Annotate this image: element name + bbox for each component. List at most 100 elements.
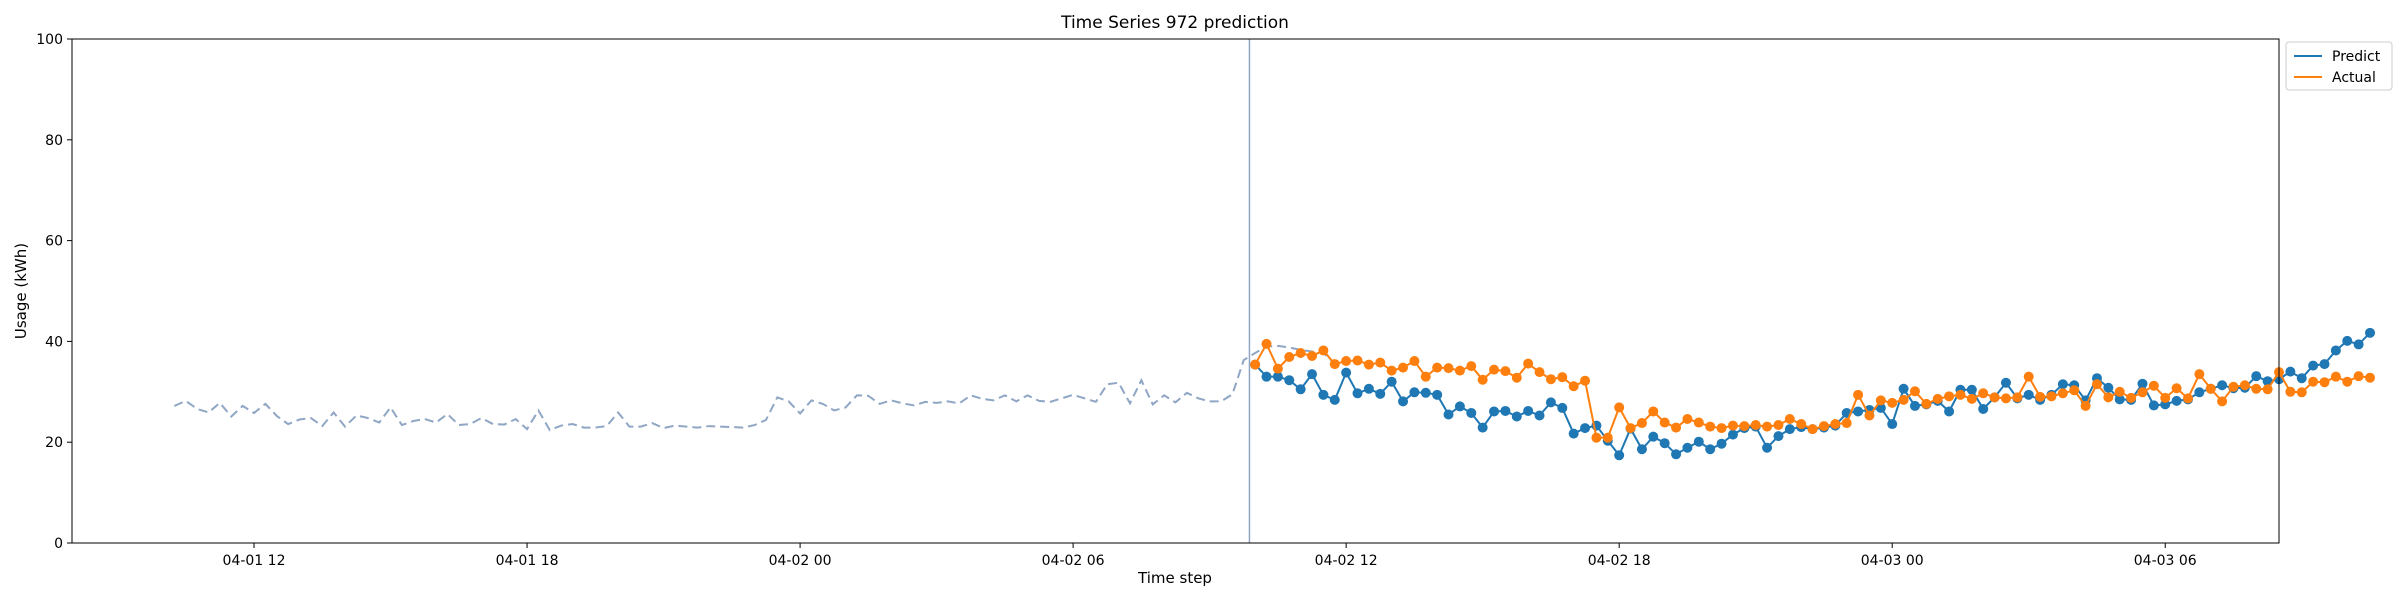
predict-point xyxy=(2114,394,2125,405)
actual-point xyxy=(1534,367,1545,378)
actual-point xyxy=(1750,420,1761,431)
actual-point xyxy=(2035,391,2046,402)
predict-point xyxy=(1511,411,1522,422)
y-tick-label: 100 xyxy=(36,32,63,48)
predict-point xyxy=(2251,371,2262,382)
actual-point xyxy=(1853,389,1864,400)
actual-point xyxy=(2342,376,2353,387)
actual-point xyxy=(1659,417,1670,428)
x-tick-label: 04-02 06 xyxy=(1042,553,1105,569)
actual-point xyxy=(2137,387,2148,398)
actual-point xyxy=(2091,379,2102,390)
predict-point xyxy=(2365,327,2376,338)
predict-point xyxy=(1727,429,1738,440)
predict-point xyxy=(1898,383,1909,394)
predict-point xyxy=(1557,402,1568,413)
predict-point xyxy=(2057,379,2068,390)
x-tick-label: 04-01 12 xyxy=(223,553,286,569)
predict-point xyxy=(1489,406,1500,417)
predict-point xyxy=(1363,383,1374,394)
predict-point xyxy=(1284,375,1295,386)
plot-area xyxy=(173,39,2376,543)
predict-point xyxy=(2137,378,2148,389)
actual-point xyxy=(1784,414,1795,425)
predict-point xyxy=(1716,438,1727,449)
actual-point xyxy=(1398,362,1409,373)
actual-point xyxy=(1636,418,1647,429)
y-tick-label: 20 xyxy=(45,435,63,451)
predict-point xyxy=(1682,442,1693,453)
predict-point xyxy=(1523,405,1534,416)
x-axis-title: Time step xyxy=(1137,569,1212,587)
predict-point xyxy=(1909,400,1920,411)
predict-point xyxy=(1762,442,1773,453)
actual-point xyxy=(1841,418,1852,429)
predict-point xyxy=(1773,431,1784,442)
actual-point xyxy=(1693,417,1704,428)
actual-point xyxy=(2148,380,2159,391)
predict-point xyxy=(1466,407,1477,418)
predict-point xyxy=(2000,377,2011,388)
actual-point xyxy=(1671,422,1682,433)
actual-point xyxy=(2080,400,2091,411)
actual-point xyxy=(1420,371,1431,382)
y-axis: 0 20 40 60 80 100 xyxy=(36,32,72,552)
y-tick-label: 80 xyxy=(45,133,63,149)
predict-point xyxy=(1534,410,1545,421)
predict-point xyxy=(2148,400,2159,411)
actual-point xyxy=(1955,389,1966,400)
actual-point xyxy=(2239,380,2250,391)
predict-point xyxy=(1329,394,1340,405)
x-tick-label: 04-03 06 xyxy=(2134,553,2197,569)
predict-point xyxy=(2319,359,2330,370)
actual-point xyxy=(1261,338,1272,349)
predict-point xyxy=(1409,387,1420,398)
actual-point xyxy=(1284,352,1295,363)
predict-point xyxy=(1648,431,1659,442)
predict-point xyxy=(1636,444,1647,455)
actual-point xyxy=(1432,362,1443,373)
actual-point xyxy=(1489,364,1500,375)
actual-point xyxy=(1807,424,1818,435)
legend: Predict Actual xyxy=(2285,41,2393,91)
predict-point xyxy=(1443,409,1454,420)
plot-frame xyxy=(71,38,2280,544)
predict-point xyxy=(1454,401,1465,412)
predict-point xyxy=(1671,449,1682,460)
predict-point xyxy=(1295,384,1306,395)
predict-point xyxy=(2194,387,2205,398)
predict-point xyxy=(2296,373,2307,384)
predict-point xyxy=(1875,402,1886,413)
actual-point xyxy=(1887,397,1898,408)
actual-point xyxy=(1614,402,1625,413)
actual-point xyxy=(1557,372,1568,383)
actual-point xyxy=(2171,383,2182,394)
actual-point xyxy=(1602,432,1613,443)
predict-point xyxy=(1614,450,1625,461)
x-tick-label: 04-02 00 xyxy=(769,553,832,569)
actual-point xyxy=(1580,375,1591,386)
actual-point xyxy=(1318,345,1329,356)
actual-point xyxy=(1773,420,1784,431)
predict-point xyxy=(1307,369,1318,380)
predict-point xyxy=(1705,444,1716,455)
predict-point xyxy=(1261,371,1272,382)
actual-point xyxy=(1739,421,1750,432)
actual-point xyxy=(1796,419,1807,430)
actual-point xyxy=(2319,377,2330,388)
legend-predict-label: Predict xyxy=(2332,49,2381,65)
actual-point xyxy=(1989,392,2000,403)
actual-point xyxy=(1909,386,1920,397)
actual-point xyxy=(2114,386,2125,397)
predict-point xyxy=(1966,384,1977,395)
actual-point xyxy=(1648,406,1659,417)
actual-point xyxy=(1705,421,1716,432)
actual-point xyxy=(2194,369,2205,380)
actual-point xyxy=(2000,393,2011,404)
actual-point xyxy=(2262,384,2273,395)
predict-point xyxy=(1784,424,1795,435)
predict-point xyxy=(1272,371,1283,382)
history-series-line xyxy=(173,344,1336,432)
actual-point xyxy=(1864,410,1875,421)
actual-point xyxy=(1500,366,1511,377)
